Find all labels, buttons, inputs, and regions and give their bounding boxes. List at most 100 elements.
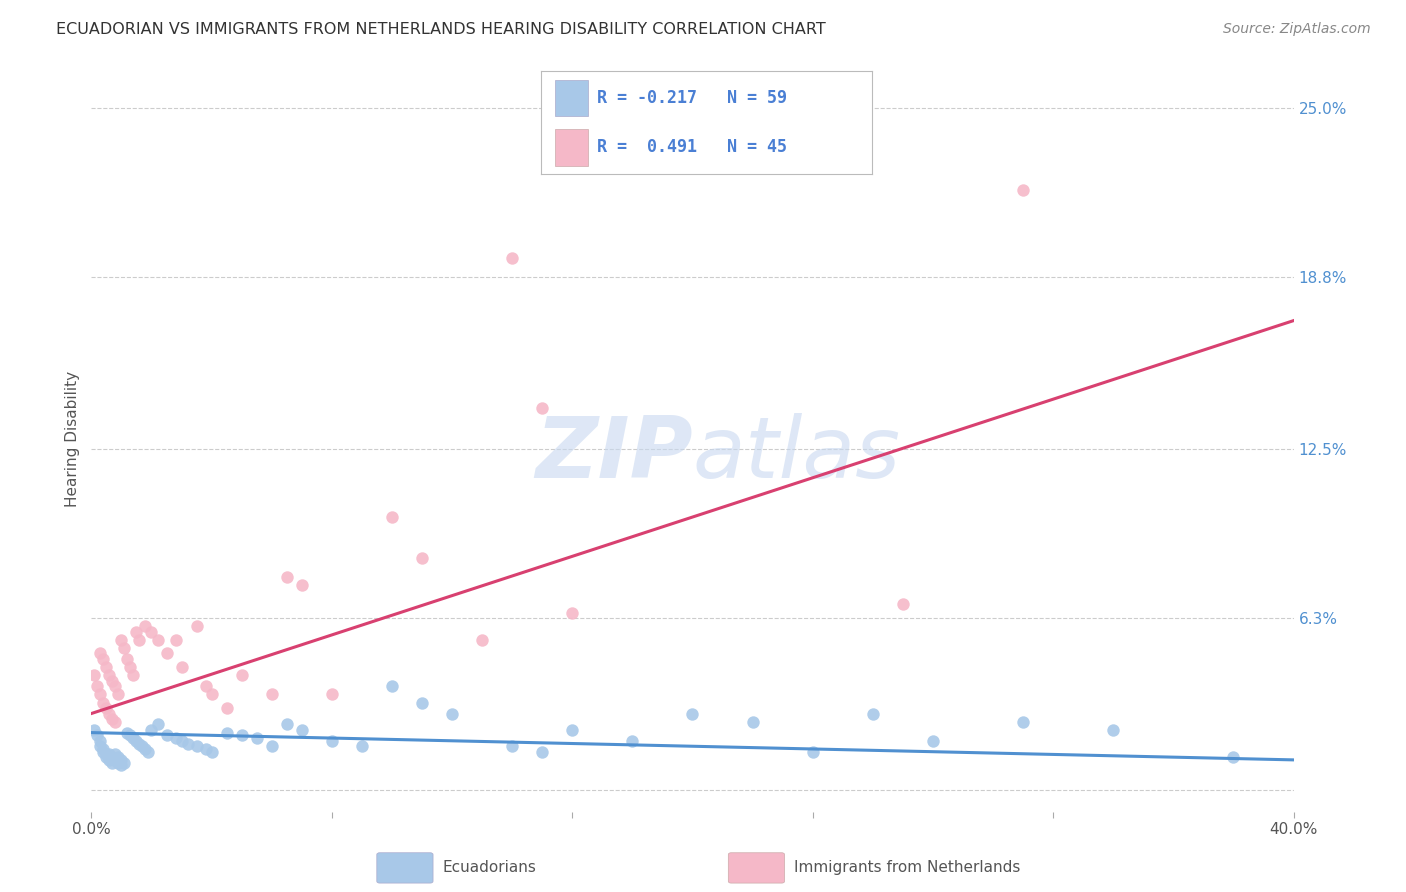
Text: Ecuadorians: Ecuadorians: [443, 860, 537, 874]
Point: [89, 739, 111, 754]
Point: [93, 652, 115, 666]
Point: [128, 632, 150, 647]
Point: [681, 706, 703, 721]
Text: ECUADORIAN VS IMMIGRANTS FROM NETHERLANDS HEARING DISABILITY CORRELATION CHART: ECUADORIAN VS IMMIGRANTS FROM NETHERLAND…: [56, 22, 825, 37]
Point: [101, 756, 124, 770]
Point: [107, 687, 129, 701]
Point: [531, 401, 554, 415]
Point: [531, 745, 554, 759]
Text: Immigrants from Netherlands: Immigrants from Netherlands: [794, 860, 1021, 874]
Point: [922, 733, 945, 747]
Point: [201, 745, 224, 759]
Point: [138, 745, 160, 759]
Point: [194, 742, 217, 756]
Point: [93, 696, 115, 710]
Point: [561, 606, 583, 620]
Point: [246, 731, 269, 745]
Point: [891, 598, 914, 612]
Point: [165, 632, 187, 647]
Point: [93, 745, 115, 759]
Point: [321, 733, 343, 747]
Point: [186, 739, 208, 754]
Point: [89, 647, 111, 661]
Point: [260, 739, 283, 754]
Text: R =  0.491   N = 45: R = 0.491 N = 45: [598, 138, 787, 156]
Point: [260, 687, 283, 701]
Point: [155, 647, 177, 661]
Point: [561, 723, 583, 737]
Point: [1012, 714, 1035, 729]
Point: [141, 624, 163, 639]
Point: [96, 660, 118, 674]
Point: [291, 723, 314, 737]
Point: [741, 714, 763, 729]
Point: [122, 668, 145, 682]
Point: [215, 725, 238, 739]
Point: [125, 624, 148, 639]
Bar: [554, 79, 588, 117]
Point: [176, 737, 198, 751]
Point: [231, 668, 253, 682]
Point: [131, 739, 153, 754]
Bar: [554, 128, 588, 166]
Point: [101, 712, 124, 726]
Point: [440, 706, 463, 721]
Point: [117, 725, 139, 739]
Point: [134, 742, 156, 756]
Point: [104, 679, 127, 693]
Point: [291, 578, 314, 592]
Point: [621, 733, 644, 747]
Point: [104, 714, 127, 729]
Point: [104, 753, 127, 767]
Point: [201, 687, 224, 701]
Point: [862, 706, 884, 721]
Point: [107, 750, 129, 764]
Point: [101, 750, 124, 764]
Point: [411, 551, 433, 566]
Point: [215, 701, 238, 715]
Point: [501, 251, 523, 265]
Point: [107, 756, 129, 770]
Point: [122, 731, 145, 745]
Point: [170, 733, 193, 747]
Point: [411, 696, 433, 710]
Point: [96, 747, 118, 762]
Text: atlas: atlas: [692, 413, 900, 496]
Point: [146, 632, 169, 647]
Point: [89, 733, 111, 747]
Point: [128, 737, 150, 751]
Point: [276, 717, 298, 731]
Point: [98, 747, 121, 762]
Point: [104, 747, 127, 762]
Point: [120, 660, 142, 674]
Point: [186, 619, 208, 633]
Point: [1222, 750, 1244, 764]
Point: [114, 640, 136, 655]
Point: [1012, 183, 1035, 197]
Point: [170, 660, 193, 674]
Point: [231, 728, 253, 742]
Text: Source: ZipAtlas.com: Source: ZipAtlas.com: [1223, 22, 1371, 37]
Point: [83, 723, 105, 737]
Point: [321, 687, 343, 701]
Y-axis label: Hearing Disability: Hearing Disability: [65, 371, 80, 508]
Point: [1102, 723, 1125, 737]
Point: [98, 753, 121, 767]
Point: [110, 632, 132, 647]
Point: [350, 739, 373, 754]
Point: [381, 510, 404, 524]
Point: [125, 733, 148, 747]
Point: [141, 723, 163, 737]
Point: [89, 687, 111, 701]
Point: [381, 679, 404, 693]
Point: [155, 728, 177, 742]
Point: [501, 739, 523, 754]
Point: [146, 717, 169, 731]
Point: [83, 668, 105, 682]
Point: [110, 758, 132, 772]
Point: [165, 731, 187, 745]
Point: [801, 745, 824, 759]
Text: R = -0.217   N = 59: R = -0.217 N = 59: [598, 89, 787, 107]
Point: [96, 750, 118, 764]
Point: [114, 756, 136, 770]
